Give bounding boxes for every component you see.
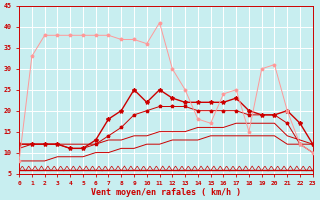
X-axis label: Vent moyen/en rafales ( km/h ): Vent moyen/en rafales ( km/h ) (91, 188, 241, 197)
